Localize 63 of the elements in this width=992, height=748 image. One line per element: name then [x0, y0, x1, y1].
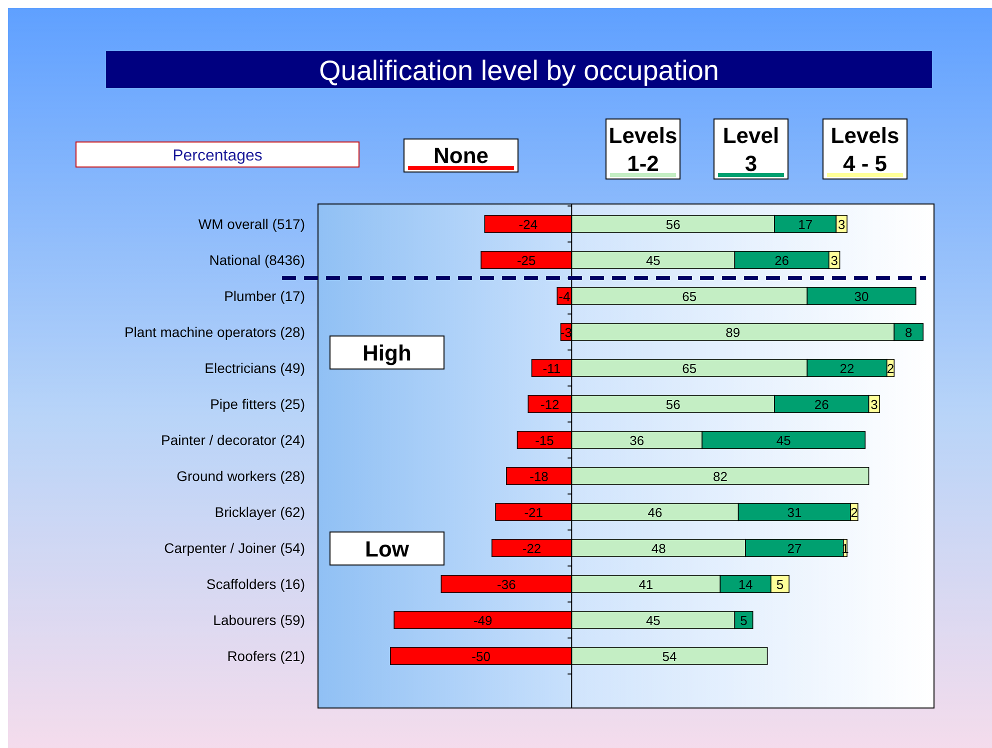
y-tick-label: Painter / decorator (24) — [161, 432, 305, 448]
data-label: 3 — [870, 397, 878, 412]
data-label: -18 — [530, 469, 548, 484]
data-label: 89 — [726, 325, 740, 340]
data-label: 45 — [646, 613, 660, 628]
series-label: Level 3 — [722, 123, 780, 176]
y-tick-label: WM overall (517) — [198, 216, 305, 232]
data-label: 26 — [814, 397, 829, 412]
data-label: 5 — [776, 577, 784, 592]
data-label: 41 — [638, 577, 654, 592]
data-label: 14 — [738, 577, 753, 592]
annotation: Low — [365, 536, 410, 562]
y-tick-label: Electricians (49) — [204, 360, 305, 376]
y-tick-label: Scaffolders (16) — [206, 576, 305, 592]
data-label: 22 — [840, 361, 854, 376]
y-tick-label: Roofers (21) — [227, 648, 305, 664]
data-label: 3 — [838, 217, 846, 232]
data-label: -12 — [540, 397, 560, 412]
data-label: 82 — [712, 469, 728, 484]
y-tick-label: Carpenter / Joiner (54) — [164, 540, 305, 556]
data-label: 3 — [830, 253, 838, 268]
data-label: 2 — [850, 505, 858, 520]
data-label: 8 — [905, 325, 912, 340]
data-label: 45 — [776, 433, 791, 448]
data-label: -25 — [516, 253, 536, 268]
data-label: -4 — [558, 289, 570, 304]
data-label: -11 — [542, 361, 561, 376]
data-label: 30 — [854, 289, 869, 304]
data-label: 56 — [666, 397, 680, 412]
data-label: 27 — [787, 541, 802, 556]
data-label: -15 — [535, 433, 554, 448]
data-label: 46 — [648, 505, 662, 520]
data-label: -24 — [518, 217, 538, 232]
data-label: 48 — [651, 541, 666, 556]
text: None — [434, 143, 488, 168]
annotation: High — [362, 340, 412, 366]
data-label: 17 — [798, 217, 813, 232]
data-label: 54 — [662, 649, 677, 664]
y-tick-label: Ground workers (28) — [176, 468, 305, 484]
y-tick-label: Plumber (17) — [224, 288, 305, 304]
data-label: -50 — [472, 649, 490, 664]
series-label: Levels 1-2 — [608, 123, 678, 176]
y-tick-label: Pipe fitters (25) — [210, 396, 305, 412]
y-tick-label: Bricklayer (62) — [214, 504, 305, 520]
y-tick-label: Plant machine operators (28) — [124, 324, 305, 340]
data-label: 65 — [682, 361, 697, 376]
data-label: 31 — [787, 505, 802, 520]
data-label: 56 — [666, 217, 680, 232]
chart-title: Qualification level by occupation — [318, 55, 720, 86]
y-tick-label: Labourers (59) — [213, 612, 305, 628]
data-label: 26 — [774, 253, 790, 268]
data-label: -22 — [522, 541, 542, 556]
text: Percentages — [172, 147, 262, 164]
y-tick-label: National (8436) — [209, 252, 305, 268]
data-label: -21 — [524, 505, 543, 520]
data-label: 2 — [886, 361, 894, 376]
data-label: -36 — [497, 577, 516, 592]
data-label: 36 — [630, 433, 644, 448]
data-label: 5 — [740, 613, 748, 628]
data-label: 45 — [646, 253, 660, 268]
data-label: 65 — [682, 289, 697, 304]
series-label: Levels 4 - 5 — [830, 123, 900, 176]
data-label: -49 — [473, 613, 492, 628]
